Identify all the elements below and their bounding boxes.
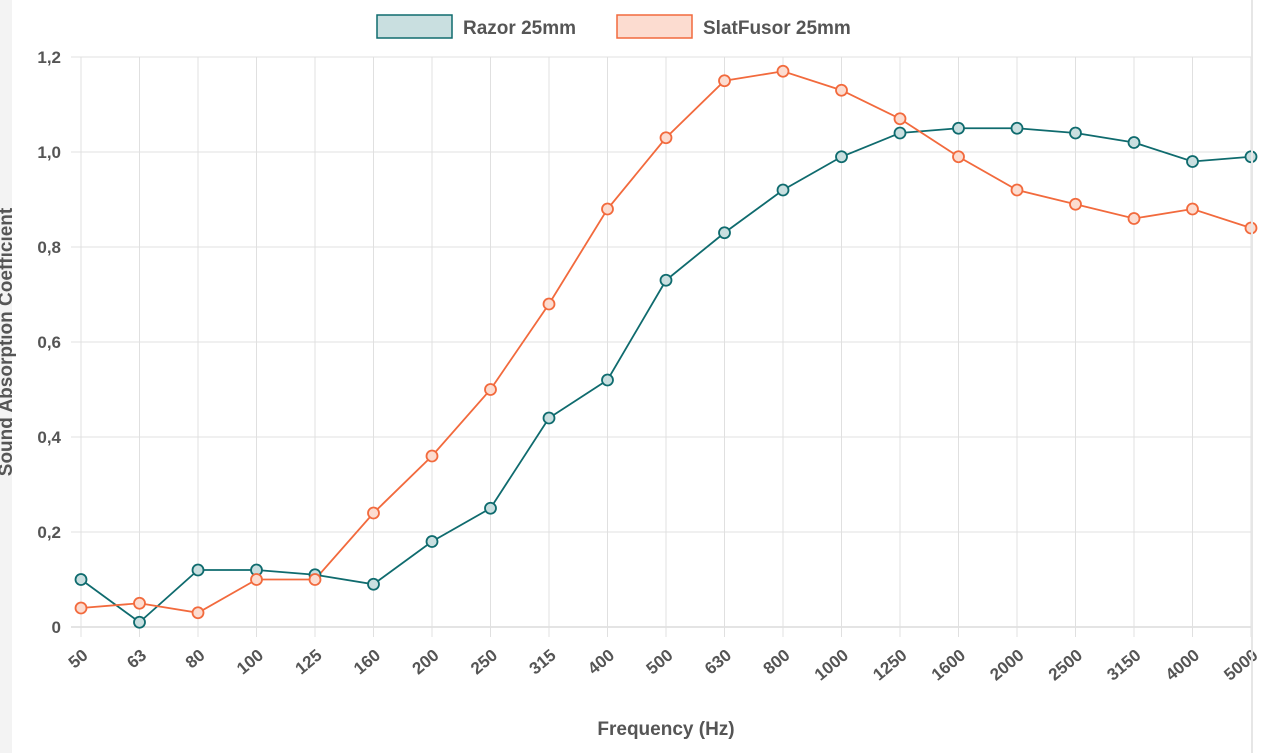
series-0-point[interactable] xyxy=(952,121,965,135)
x-tick-label: 1600 xyxy=(928,646,969,685)
series-0-point[interactable] xyxy=(1127,136,1141,149)
x-tick-label: 630 xyxy=(701,646,735,679)
series-0-point[interactable] xyxy=(484,501,497,515)
x-tick-label: 1000 xyxy=(811,646,852,685)
series-0-point[interactable] xyxy=(835,150,848,164)
series-1-point[interactable] xyxy=(601,202,614,216)
series-1-point[interactable] xyxy=(250,573,263,586)
legend-label-1[interactable]: SlatFusor 25mm xyxy=(703,18,851,39)
series-1-point[interactable] xyxy=(542,297,556,311)
x-tick-label: 400 xyxy=(584,646,618,679)
series-0-point[interactable] xyxy=(1069,126,1082,140)
series-0-point[interactable] xyxy=(776,183,790,197)
series-0-point[interactable] xyxy=(542,411,556,425)
y-axis-title: Sound Absorption Coefficient xyxy=(0,207,17,476)
y-tick-label: 1,0 xyxy=(37,143,61,162)
axis-layer: 0 0,2 0,4 0,6 0,8 1,0 1,2 50 63 80 100 125 160 200 250… xyxy=(37,48,1261,684)
series-1-point[interactable] xyxy=(1186,202,1199,216)
series-0-point[interactable] xyxy=(1010,121,1024,135)
legend-swatch-1[interactable] xyxy=(616,14,693,39)
x-tick-label: 50 xyxy=(65,646,92,673)
left-edge-strip xyxy=(0,0,12,753)
x-tick-label: 1250 xyxy=(869,646,910,685)
x-tick-label: 500 xyxy=(643,646,677,679)
x-tick-label: 160 xyxy=(350,646,384,679)
series-1-point[interactable] xyxy=(893,112,907,126)
x-tick-label: 100 xyxy=(233,646,267,679)
series-0-point[interactable] xyxy=(133,615,146,629)
series-0-point[interactable] xyxy=(191,563,205,577)
x-tick-label: 200 xyxy=(409,646,443,679)
series-0-point[interactable] xyxy=(893,126,907,140)
y-tick-label: 0,8 xyxy=(37,238,61,257)
series-1-point[interactable] xyxy=(191,606,205,620)
series-1-point[interactable] xyxy=(1010,183,1024,197)
x-tick-label: 4000 xyxy=(1162,646,1203,685)
legend[interactable]: Razor 25mm SlatFusor 25mm xyxy=(376,14,851,39)
series-1-point[interactable] xyxy=(1069,197,1082,211)
legend-label-0[interactable]: Razor 25mm xyxy=(463,18,576,39)
series-0-point[interactable] xyxy=(367,577,380,591)
series-0-point[interactable] xyxy=(659,273,673,287)
right-edge-border xyxy=(1251,0,1253,753)
series-1-point[interactable] xyxy=(776,64,790,78)
x-tick-label: 3150 xyxy=(1103,646,1144,685)
series-1-point[interactable] xyxy=(718,74,731,88)
series-layer xyxy=(74,64,1258,629)
series-1-point[interactable] xyxy=(952,150,965,164)
series-1-point[interactable] xyxy=(484,383,497,396)
series-1-point[interactable] xyxy=(74,601,88,615)
y-tick-label: 1,2 xyxy=(37,48,61,67)
x-tick-label: 250 xyxy=(467,646,501,679)
series-0-point[interactable] xyxy=(425,535,439,548)
series-0-point[interactable] xyxy=(601,373,614,387)
series-1-point[interactable] xyxy=(133,596,146,610)
y-tick-label: 0,6 xyxy=(37,333,61,352)
x-tick-label: 315 xyxy=(526,646,560,679)
series-1-point[interactable] xyxy=(367,506,380,520)
series-0-point[interactable] xyxy=(718,226,731,240)
series-1-point[interactable] xyxy=(425,449,439,463)
x-axis-title: Frequency (Hz) xyxy=(597,719,734,740)
series-0-point[interactable] xyxy=(1186,155,1199,168)
series-1-point[interactable] xyxy=(308,573,322,586)
x-tick-label: 5000 xyxy=(1220,646,1261,685)
x-tick-label: 800 xyxy=(760,646,794,679)
y-tick-label: 0 xyxy=(52,618,61,637)
x-tick-label: 125 xyxy=(292,646,326,679)
x-tick-label: 80 xyxy=(182,646,209,673)
legend-swatch-0[interactable] xyxy=(376,14,453,39)
x-tick-label: 2500 xyxy=(1045,646,1086,685)
series-1-point[interactable] xyxy=(835,83,848,97)
series-1-point[interactable] xyxy=(659,131,673,145)
series-0-point[interactable] xyxy=(74,573,88,586)
y-tick-label: 0,2 xyxy=(37,523,61,542)
x-tick-label: 2000 xyxy=(986,646,1027,685)
x-tick-label: 63 xyxy=(123,646,150,673)
y-tick-label: 0,4 xyxy=(37,428,61,447)
series-1-point[interactable] xyxy=(1127,212,1141,225)
